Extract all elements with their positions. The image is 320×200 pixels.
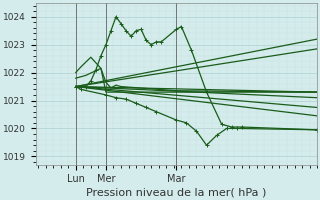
- X-axis label: Pression niveau de la mer( hPa ): Pression niveau de la mer( hPa ): [86, 187, 267, 197]
